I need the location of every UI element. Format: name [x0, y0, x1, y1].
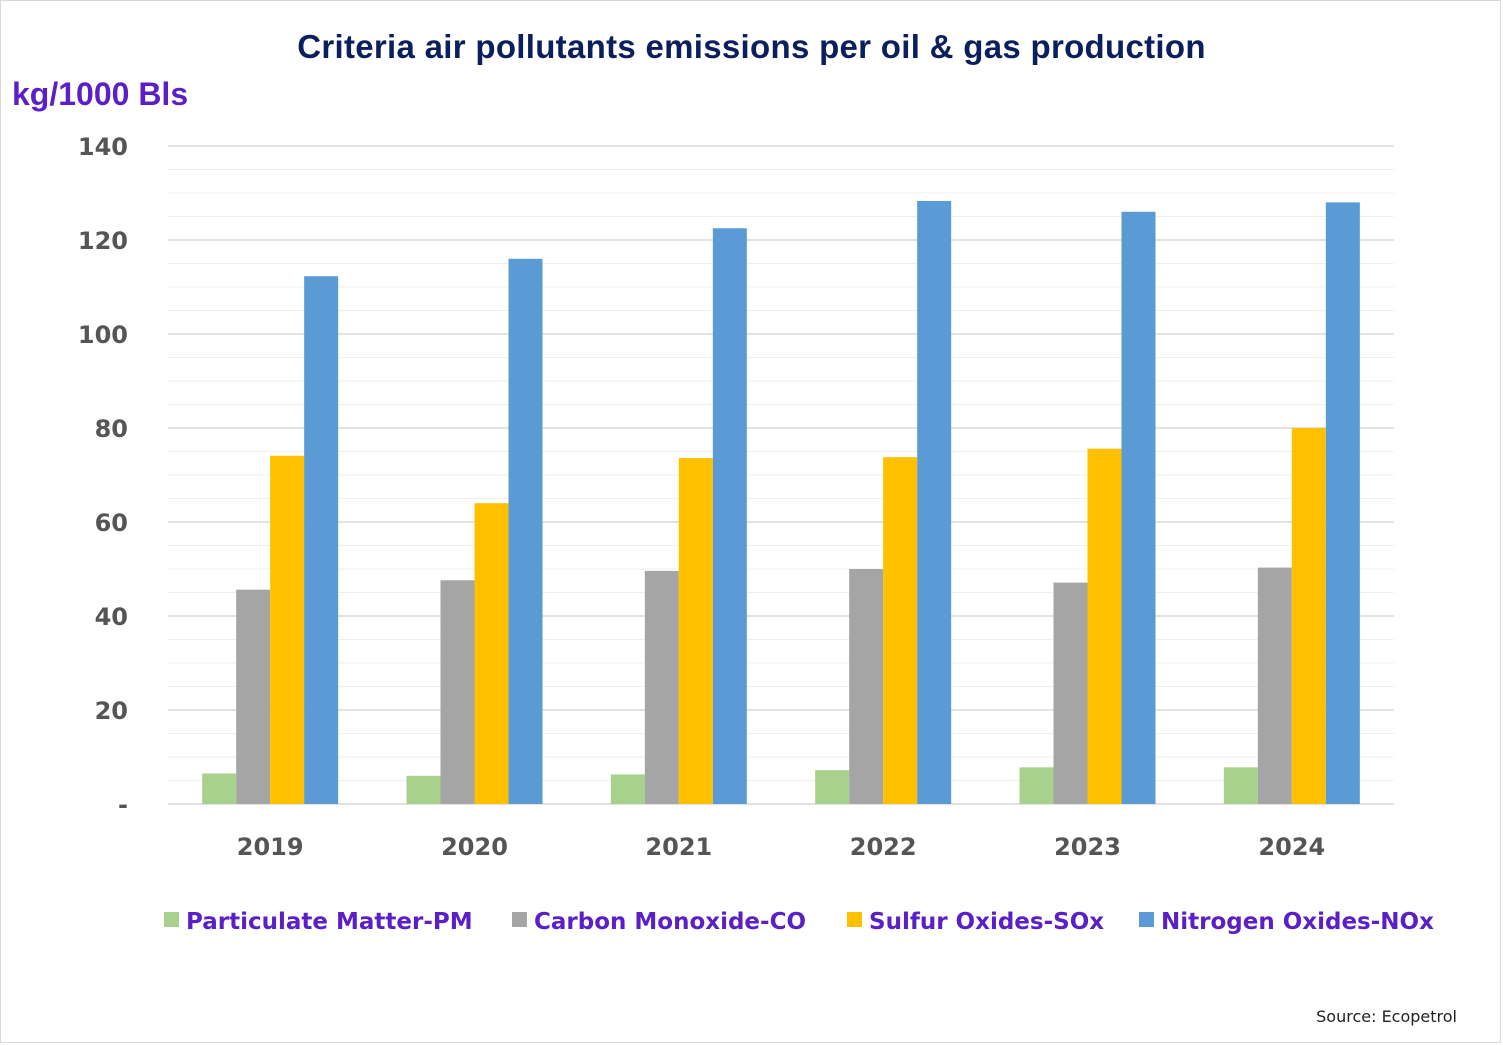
y-tick-label: 120	[78, 227, 128, 255]
legend-swatch	[847, 912, 862, 927]
legend-swatch	[1139, 912, 1154, 927]
y-tick-label: 80	[95, 415, 128, 443]
bar-pm-2023	[1019, 767, 1054, 804]
bar-co-2021	[644, 570, 679, 804]
bar-pm-2022	[815, 770, 850, 804]
y-tick-label: 40	[95, 603, 128, 631]
bar-sox-2020	[474, 503, 509, 804]
legend-label: Nitrogen Oxides-NOx	[1161, 909, 1434, 935]
bar-nox-2019	[304, 276, 339, 804]
bar-co-2023	[1053, 582, 1088, 804]
x-tick-label: 2019	[237, 833, 304, 861]
bar-sox-2022	[883, 457, 918, 804]
legend-label: Sulfur Oxides-SOx	[869, 909, 1104, 935]
bar-pm-2020	[406, 775, 441, 804]
bar-sox-2023	[1087, 448, 1122, 804]
bar-nox-2023	[1121, 211, 1156, 805]
bar-pm-2019	[202, 773, 237, 804]
bar-co-2019	[236, 589, 271, 804]
legend-label: Particulate Matter-PM	[186, 909, 473, 935]
y-axis-label: kg/1000 Bls	[12, 76, 189, 112]
y-tick-label: 60	[95, 509, 128, 537]
x-tick-label: 2021	[645, 833, 712, 861]
bar-co-2022	[849, 569, 884, 804]
x-tick-label: 2024	[1258, 833, 1325, 861]
y-tick-label: 100	[78, 321, 128, 349]
legend-swatch	[512, 912, 527, 927]
bar-nox-2020	[508, 258, 543, 804]
bar-pm-2024	[1223, 767, 1258, 804]
bar-nox-2024	[1325, 202, 1360, 804]
bar-co-2024	[1257, 567, 1292, 804]
x-tick-label: 2022	[850, 833, 917, 861]
bar-sox-2019	[270, 455, 305, 804]
legend-swatch	[164, 912, 179, 927]
x-tick-label: 2020	[441, 833, 508, 861]
legend-label: Carbon Monoxide-CO	[534, 909, 806, 935]
source-note: Source: Ecopetrol	[1316, 1007, 1457, 1026]
bar-nox-2021	[712, 228, 747, 804]
bar-sox-2021	[678, 458, 713, 804]
y-tick-label: -	[118, 791, 128, 819]
bar-nox-2022	[917, 200, 952, 805]
bar-pm-2021	[610, 774, 645, 804]
y-tick-label: 20	[95, 697, 128, 725]
bar-co-2020	[440, 580, 475, 804]
chart-title: Criteria air pollutants emissions per oi…	[297, 28, 1206, 65]
y-tick-label: 140	[78, 133, 128, 161]
x-tick-label: 2023	[1054, 833, 1121, 861]
bar-sox-2024	[1291, 428, 1326, 804]
